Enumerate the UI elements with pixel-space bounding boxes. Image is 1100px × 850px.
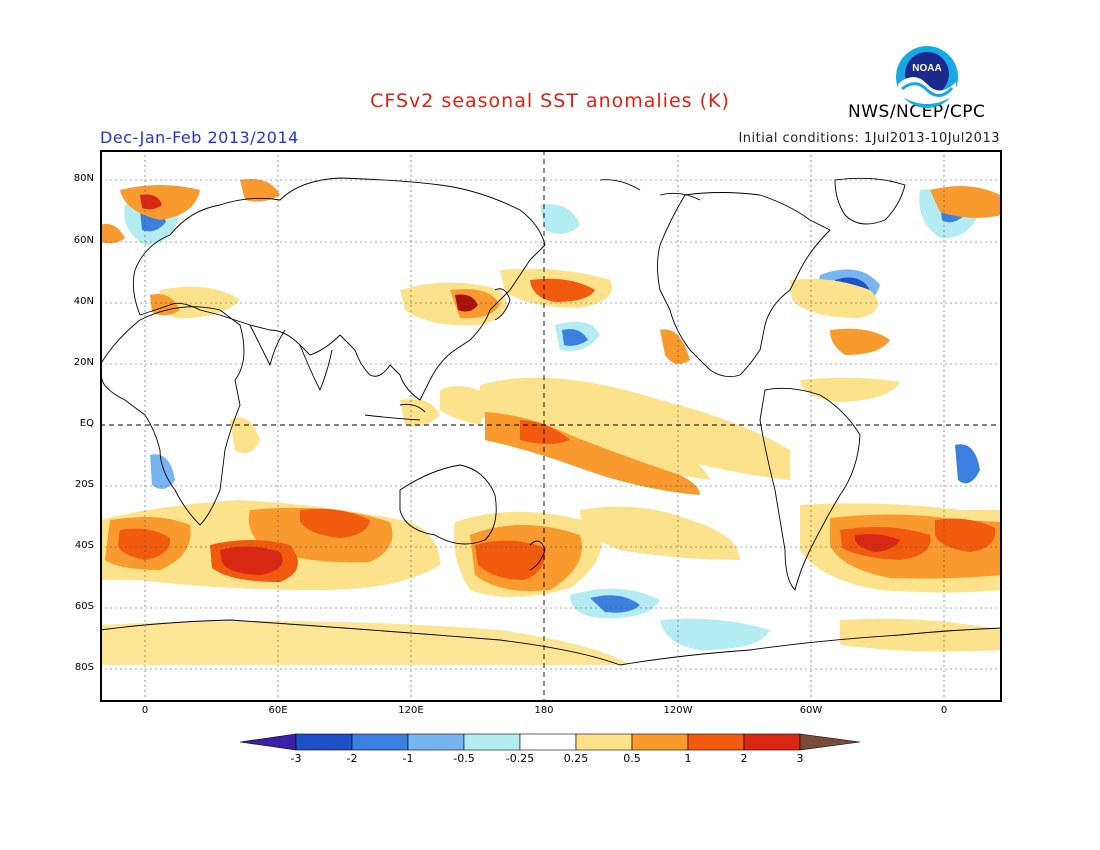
colorbar-label: 0.25 bbox=[563, 752, 589, 765]
svg-text:NOAA: NOAA bbox=[912, 63, 941, 74]
lon-label: 120E bbox=[398, 705, 424, 716]
agency-label: NWS/NCEP/CPC bbox=[848, 102, 986, 122]
map-title: CFSv2 seasonal SST anomalies (K) bbox=[370, 90, 730, 112]
lat-label: 60N bbox=[73, 235, 94, 246]
colorbar-label: 3 bbox=[796, 752, 804, 765]
lon-label: 180 bbox=[534, 705, 554, 716]
graticule bbox=[100, 150, 1002, 702]
sst-anomaly-map bbox=[100, 150, 1002, 702]
lat-label: 60S bbox=[74, 601, 94, 612]
lon-label: 60E bbox=[268, 705, 288, 716]
lat-label: 80S bbox=[74, 662, 94, 673]
colorbar-label: -1 bbox=[402, 752, 414, 765]
lon-label: 0 bbox=[940, 705, 948, 716]
equator-dateline bbox=[100, 150, 1002, 702]
noaa-logo: NOAA bbox=[896, 46, 958, 108]
initial-conditions-label: Initial conditions: 1Jul2013-10Jul2013 bbox=[738, 131, 1000, 146]
colorbar-label: -0.5 bbox=[453, 752, 475, 765]
colorbar-label: -3 bbox=[290, 752, 302, 765]
colorbar bbox=[240, 733, 861, 751]
lon-label: 120W bbox=[663, 705, 693, 716]
colorbar-label: 0.5 bbox=[623, 752, 641, 765]
colorbar-label: 2 bbox=[740, 752, 748, 765]
lat-label: 40N bbox=[73, 296, 94, 307]
coastlines bbox=[100, 177, 1002, 666]
lat-label: 20N bbox=[73, 357, 94, 368]
lon-label: 60W bbox=[799, 705, 823, 716]
colorbar-label: 1 bbox=[684, 752, 692, 765]
lat-label: EQ bbox=[79, 418, 94, 429]
lat-label: 40S bbox=[74, 540, 94, 551]
colorbar-label: -2 bbox=[346, 752, 358, 765]
lat-label: 80N bbox=[73, 173, 94, 184]
anomaly-field bbox=[100, 179, 1002, 665]
season-label: Dec-Jan-Feb 2013/2014 bbox=[100, 128, 299, 147]
lat-label: 20S bbox=[74, 479, 94, 490]
colorbar-label: -0.25 bbox=[505, 752, 535, 765]
lon-label: 0 bbox=[141, 705, 149, 716]
